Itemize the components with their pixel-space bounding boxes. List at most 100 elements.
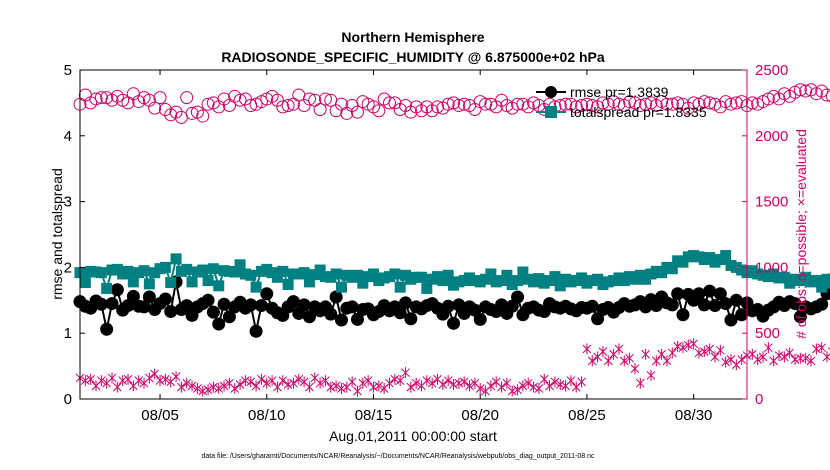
- rmse-point: [105, 297, 119, 311]
- totalspread-point: [389, 268, 401, 280]
- obs-evaluated-point: [635, 377, 645, 389]
- x-tick-label: 08/10: [248, 407, 286, 424]
- obs-evaluated-point: [614, 343, 624, 355]
- rmse-point: [126, 289, 140, 303]
- totalspread-point: [298, 267, 310, 279]
- obs-evaluated-point: [390, 373, 400, 385]
- obs-possible-point: [201, 97, 215, 111]
- obs-evaluated-point: [763, 342, 773, 354]
- obs-evaluated-point: [721, 356, 731, 368]
- obs-evaluated-point: [177, 381, 186, 393]
- obs-possible-point: [575, 99, 589, 113]
- obs-evaluated-point: [438, 379, 448, 391]
- obs-possible-point: [596, 96, 610, 110]
- obs-evaluated-point: [603, 355, 613, 367]
- rmse-point: [393, 306, 407, 320]
- totalspread-point: [357, 277, 369, 289]
- totalspread-point: [314, 264, 326, 276]
- obs-possible-point: [559, 97, 573, 111]
- obs-evaluated-point: [331, 380, 341, 392]
- obs-possible-point: [729, 96, 743, 110]
- obs-possible-point: [153, 91, 167, 105]
- obs-possible-point: [585, 99, 599, 113]
- obs-evaluated-point: [651, 355, 661, 367]
- obs-possible-point: [457, 97, 471, 111]
- rmse-point: [217, 297, 231, 311]
- totalspread-point: [666, 263, 678, 275]
- totalspread-point: [101, 282, 113, 294]
- obs-possible-point: [713, 100, 727, 114]
- rmse-point: [142, 290, 156, 304]
- rmse-point: [692, 287, 706, 301]
- obs-evaluated-point: [321, 375, 330, 387]
- totalspread-point: [549, 271, 561, 283]
- obs-possible-point: [404, 105, 418, 119]
- rmse-point: [815, 297, 829, 311]
- y-tick-label-right: 500: [755, 325, 780, 342]
- obs-possible-point: [633, 99, 647, 113]
- y-tick-label-left: 2: [64, 259, 72, 276]
- obs-possible-point: [302, 92, 316, 106]
- rmse-point: [671, 287, 685, 301]
- obs-possible-point: [382, 96, 396, 110]
- rmse-point: [201, 293, 215, 307]
- rmse-point: [324, 307, 338, 321]
- obs-evaluated-point: [598, 346, 608, 358]
- totalspread-point: [367, 268, 379, 280]
- obs-evaluated-point: [161, 373, 170, 385]
- totalspread-point: [330, 268, 342, 280]
- obs-evaluated-point: [497, 381, 506, 393]
- obs-possible-point: [431, 100, 445, 114]
- obs-evaluated-point: [774, 350, 784, 362]
- obs-evaluated-point: [715, 344, 725, 356]
- obs-evaluated-point: [449, 379, 458, 391]
- obs-possible-point: [233, 93, 247, 107]
- obs-evaluated-point: [145, 372, 154, 384]
- obs-possible-point: [772, 92, 786, 106]
- obs-evaluated-point: [294, 373, 304, 385]
- obs-evaluated-point: [779, 351, 789, 363]
- obs-possible-point: [398, 99, 412, 113]
- y-tick-label-right: 0: [755, 391, 763, 408]
- obs-possible-point: [479, 97, 493, 111]
- obs-evaluated-point: [337, 382, 346, 394]
- totalspread-point: [826, 277, 830, 289]
- totalspread-point: [554, 280, 566, 292]
- obs-evaluated-point: [801, 352, 811, 364]
- totalspread-point: [720, 250, 732, 262]
- x-tick-label: 08/20: [461, 407, 499, 424]
- rmse-point: [329, 290, 343, 304]
- rmse-point: [297, 298, 311, 312]
- obs-possible-point: [169, 105, 183, 119]
- obs-evaluated-point: [555, 379, 565, 391]
- rmse-point: [100, 322, 114, 336]
- obs-evaluated-point: [86, 373, 96, 385]
- obs-evaluated-point: [278, 375, 288, 387]
- obs-evaluated-point: [502, 377, 512, 389]
- totalspread-point: [778, 271, 790, 283]
- obs-evaluated-point: [374, 380, 384, 392]
- obs-possible-point: [89, 92, 103, 106]
- totalspread-point: [127, 276, 139, 288]
- obs-possible-point: [495, 93, 509, 107]
- obs-evaluated-point: [150, 368, 160, 380]
- obs-evaluated-point: [209, 381, 218, 393]
- rmse-point: [212, 317, 226, 331]
- totalspread-point: [250, 281, 262, 293]
- obs-possible-point: [196, 109, 210, 123]
- rmse-point: [708, 299, 722, 313]
- totalspread-point: [159, 261, 171, 273]
- obs-evaluated-point: [507, 385, 517, 397]
- rmse-point: [665, 298, 679, 312]
- obs-possible-point: [671, 96, 685, 110]
- obs-possible-point: [687, 96, 701, 110]
- obs-possible-point: [825, 90, 830, 103]
- obs-evaluated-point: [486, 380, 496, 392]
- obs-evaluated-point: [465, 380, 474, 392]
- obs-evaluated-point: [369, 381, 378, 393]
- totalspread-point: [810, 275, 822, 287]
- plot-area: [80, 70, 747, 399]
- rmse-point: [110, 283, 124, 297]
- y-tick-label-right: 1000: [755, 259, 788, 276]
